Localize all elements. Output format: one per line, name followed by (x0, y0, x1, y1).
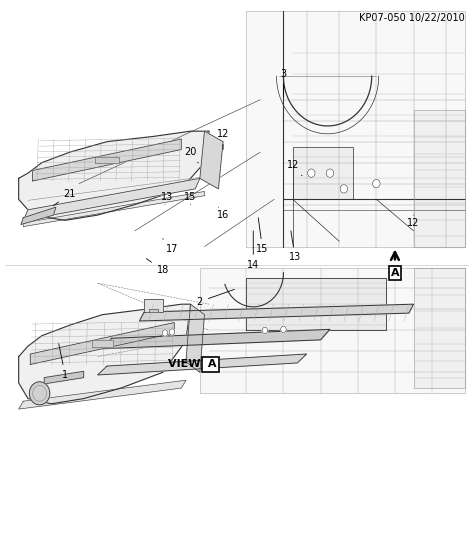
Text: 12: 12 (407, 215, 419, 228)
Polygon shape (102, 330, 330, 349)
Polygon shape (18, 304, 191, 404)
Text: 2: 2 (197, 289, 234, 307)
Text: 1: 1 (59, 343, 68, 380)
Text: A: A (204, 360, 217, 370)
Polygon shape (149, 309, 158, 312)
Polygon shape (98, 354, 307, 375)
Polygon shape (413, 110, 465, 247)
Polygon shape (200, 268, 465, 393)
Polygon shape (23, 178, 200, 220)
Polygon shape (92, 340, 112, 347)
Text: 20: 20 (184, 147, 198, 163)
Polygon shape (144, 299, 163, 312)
Polygon shape (44, 371, 84, 384)
Polygon shape (139, 304, 413, 321)
Circle shape (326, 169, 334, 177)
Polygon shape (186, 304, 204, 372)
Circle shape (262, 327, 268, 333)
Polygon shape (413, 268, 465, 388)
Circle shape (308, 169, 315, 177)
Text: A: A (391, 268, 399, 278)
Polygon shape (30, 323, 174, 364)
Polygon shape (18, 131, 209, 220)
Polygon shape (23, 192, 204, 227)
Text: 12: 12 (217, 129, 229, 149)
Text: 13: 13 (289, 231, 301, 262)
Text: 14: 14 (247, 231, 259, 270)
Polygon shape (246, 11, 465, 247)
Circle shape (162, 330, 168, 336)
Text: 3: 3 (281, 68, 286, 97)
Circle shape (281, 326, 286, 333)
Polygon shape (33, 139, 181, 181)
Polygon shape (293, 147, 353, 200)
Text: 12: 12 (287, 160, 302, 175)
Text: KP07-050 10/22/2010: KP07-050 10/22/2010 (359, 13, 465, 23)
Polygon shape (18, 380, 186, 409)
Text: 16: 16 (217, 207, 229, 220)
Circle shape (340, 185, 347, 193)
Polygon shape (95, 157, 118, 163)
Text: 17: 17 (163, 239, 178, 254)
Circle shape (29, 382, 50, 405)
Circle shape (169, 329, 175, 335)
Polygon shape (246, 278, 386, 331)
Text: 15: 15 (184, 192, 197, 204)
Polygon shape (200, 131, 223, 189)
Text: 15: 15 (256, 218, 269, 254)
Circle shape (373, 179, 380, 188)
Text: 18: 18 (146, 258, 169, 275)
Text: 21: 21 (54, 189, 76, 205)
Text: 13: 13 (161, 192, 173, 204)
Text: VIEW: VIEW (168, 360, 204, 370)
Polygon shape (21, 207, 56, 225)
